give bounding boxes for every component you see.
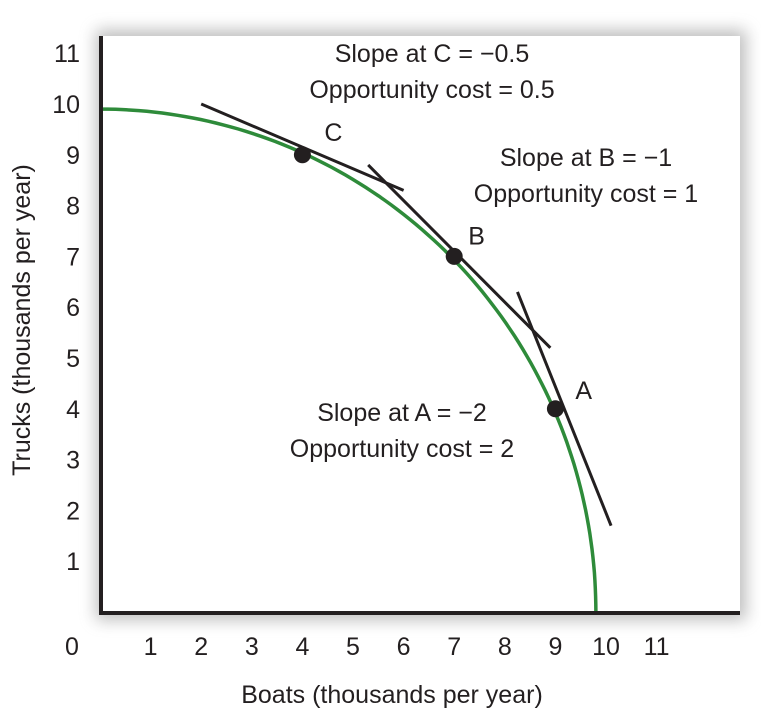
x-tick-label: 0 <box>65 633 79 661</box>
x-tick-label: 10 <box>592 633 620 661</box>
x-tick-label: 6 <box>397 633 411 661</box>
annotation-opportunity-cost: Opportunity cost = 2 <box>290 435 514 463</box>
x-axis-label: Boats (thousands per year) <box>241 681 543 709</box>
annotation-opportunity-cost: Opportunity cost = 0.5 <box>309 76 554 104</box>
y-tick-label: 3 <box>66 447 80 475</box>
y-tick-label: 7 <box>66 243 80 271</box>
annotation-slope: Slope at C = −0.5 <box>335 40 530 68</box>
x-tick-label: 2 <box>194 633 208 661</box>
annotation-slope: Slope at A = −2 <box>317 399 487 427</box>
point-b <box>445 247 463 265</box>
x-tick-label: 7 <box>447 633 461 661</box>
y-axis-label: Trucks (thousands per year) <box>8 164 36 476</box>
point-a <box>546 400 564 418</box>
plot-area <box>100 36 740 613</box>
point-label-b: B <box>468 222 485 250</box>
x-tick-label: 5 <box>346 633 360 661</box>
y-tick-label: 2 <box>66 497 80 525</box>
x-tick-label: 9 <box>548 633 562 661</box>
y-tick-label: 10 <box>52 91 80 119</box>
y-tick-label: 6 <box>66 294 80 322</box>
x-tick-label: 8 <box>498 633 512 661</box>
annotation-slope: Slope at B = −1 <box>500 144 672 172</box>
annotation-opportunity-cost: Opportunity cost = 1 <box>474 180 698 208</box>
y-tick-label: 1 <box>66 548 80 576</box>
x-tick-label: 3 <box>245 633 259 661</box>
y-tick-label: 11 <box>54 40 80 68</box>
x-tick-label: 11 <box>644 633 670 661</box>
point-label-a: A <box>575 377 592 405</box>
x-tick-label: 4 <box>295 633 309 661</box>
point-label-c: C <box>324 119 342 147</box>
tangent-line-a <box>516 291 613 527</box>
y-tick-label: 4 <box>66 396 80 424</box>
x-tick-label: 1 <box>144 633 158 661</box>
y-tick-label: 5 <box>66 345 80 373</box>
y-tick-label: 9 <box>66 142 80 170</box>
y-tick-label: 8 <box>66 193 80 221</box>
point-c <box>293 146 311 164</box>
